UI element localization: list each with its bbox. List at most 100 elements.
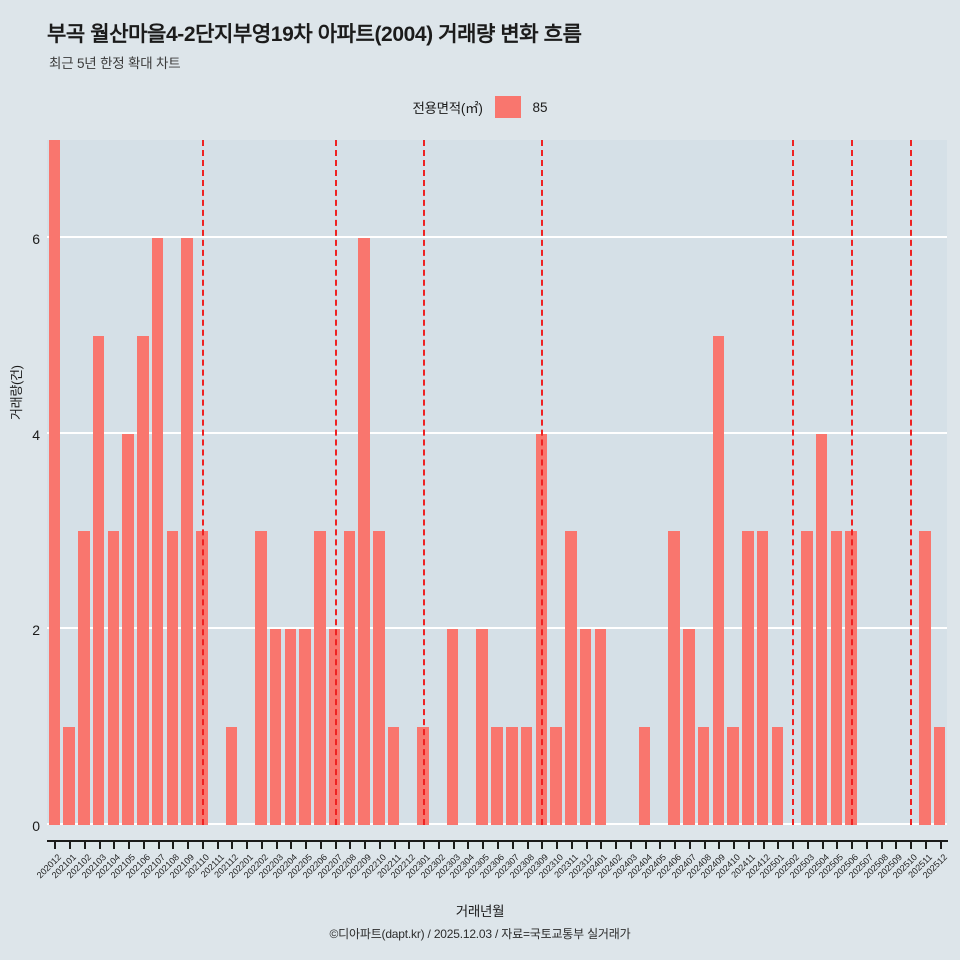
x-tick (851, 842, 854, 849)
bar[interactable] (742, 531, 754, 825)
x-tick (142, 842, 145, 849)
x-tick (231, 842, 234, 849)
bar[interactable] (638, 727, 651, 825)
x-tick (319, 842, 322, 849)
y-axis-ticks: 0 2 4 6 (0, 140, 40, 834)
bar[interactable] (314, 531, 326, 825)
bar[interactable] (358, 237, 370, 825)
bar[interactable] (550, 727, 562, 825)
x-tick (437, 842, 440, 849)
x-tick (69, 842, 72, 849)
bar[interactable] (181, 237, 193, 825)
bar[interactable] (919, 531, 931, 825)
y-tick-label: 6 (32, 230, 40, 247)
x-tick (629, 842, 632, 849)
bar[interactable] (565, 531, 577, 825)
plot-area (47, 140, 947, 825)
x-tick (806, 842, 809, 849)
bar[interactable] (63, 727, 75, 825)
x-tick (275, 842, 278, 849)
bar[interactable] (78, 531, 90, 825)
x-tick (836, 842, 839, 849)
x-tick (644, 842, 647, 849)
x-tick (659, 842, 662, 849)
footer-credit: ©디아파트(dapt.kr) / 2025.12.03 / 자료=국토교통부 실… (329, 927, 631, 941)
x-tick (792, 842, 795, 849)
x-tick (733, 842, 736, 849)
x-tick (541, 842, 544, 849)
bar[interactable] (299, 629, 311, 825)
bar[interactable] (668, 531, 680, 825)
bar[interactable] (446, 629, 459, 825)
x-tick (452, 842, 455, 849)
bar[interactable] (343, 531, 356, 825)
gridline-6 (47, 235, 947, 238)
bar[interactable] (373, 531, 385, 825)
x-tick (260, 842, 263, 849)
x-tick (201, 842, 204, 849)
bar[interactable] (520, 727, 533, 825)
bar[interactable] (683, 629, 695, 825)
x-axis-line (47, 840, 948, 842)
bar[interactable] (491, 727, 503, 825)
x-tick (187, 842, 190, 849)
bar[interactable] (506, 727, 518, 825)
bar[interactable] (284, 629, 297, 825)
bar[interactable] (756, 531, 769, 825)
x-tick (349, 842, 352, 849)
event-line-202207 (334, 140, 337, 825)
x-tick (865, 842, 868, 849)
bar[interactable] (933, 727, 946, 825)
chart-legend: 전용면적(㎡) 85 (0, 96, 960, 118)
bar[interactable] (48, 140, 61, 825)
bar[interactable] (92, 335, 105, 825)
event-line-202510 (910, 140, 913, 825)
bar[interactable] (151, 237, 164, 825)
y-axis-title: 거래량(건) (9, 365, 24, 420)
x-tick (718, 842, 721, 849)
bar[interactable] (137, 335, 149, 825)
x-tick (556, 842, 559, 849)
x-tick (290, 842, 293, 849)
bar[interactable] (328, 629, 341, 825)
bar[interactable] (594, 629, 607, 825)
bar[interactable] (476, 629, 488, 825)
x-tick (467, 842, 470, 849)
x-tick (246, 842, 249, 849)
event-line-202301 (423, 140, 426, 825)
x-tick (408, 842, 411, 849)
legend-title: 전용면적(㎡) (412, 101, 483, 116)
bar[interactable] (225, 727, 238, 825)
bar[interactable] (122, 433, 134, 825)
bar[interactable] (815, 433, 828, 825)
x-tick (821, 842, 824, 849)
bar[interactable] (697, 727, 710, 825)
y-tick-label: 2 (32, 622, 40, 639)
x-tick (880, 842, 883, 849)
x-tick (305, 842, 308, 849)
bar[interactable] (771, 727, 784, 825)
x-tick (570, 842, 573, 849)
bar[interactable] (107, 531, 120, 825)
x-tick (334, 842, 337, 849)
x-tick (688, 842, 691, 849)
x-tick (113, 842, 116, 849)
bar[interactable] (387, 727, 400, 825)
bar[interactable] (712, 335, 725, 825)
bar[interactable] (269, 629, 282, 825)
y-tick-label: 0 (32, 818, 40, 834)
bar[interactable] (166, 531, 179, 825)
x-tick (54, 842, 57, 849)
event-line-202110 (201, 140, 204, 825)
bar[interactable] (255, 531, 267, 825)
bar[interactable] (830, 531, 843, 825)
x-tick (895, 842, 898, 849)
x-axis-title: 거래년월 (455, 904, 505, 919)
x-tick (172, 842, 175, 849)
bar[interactable] (579, 629, 592, 825)
x-tick (497, 842, 499, 849)
bar[interactable] (801, 531, 813, 825)
x-tick (393, 842, 396, 849)
bar[interactable] (727, 727, 739, 825)
